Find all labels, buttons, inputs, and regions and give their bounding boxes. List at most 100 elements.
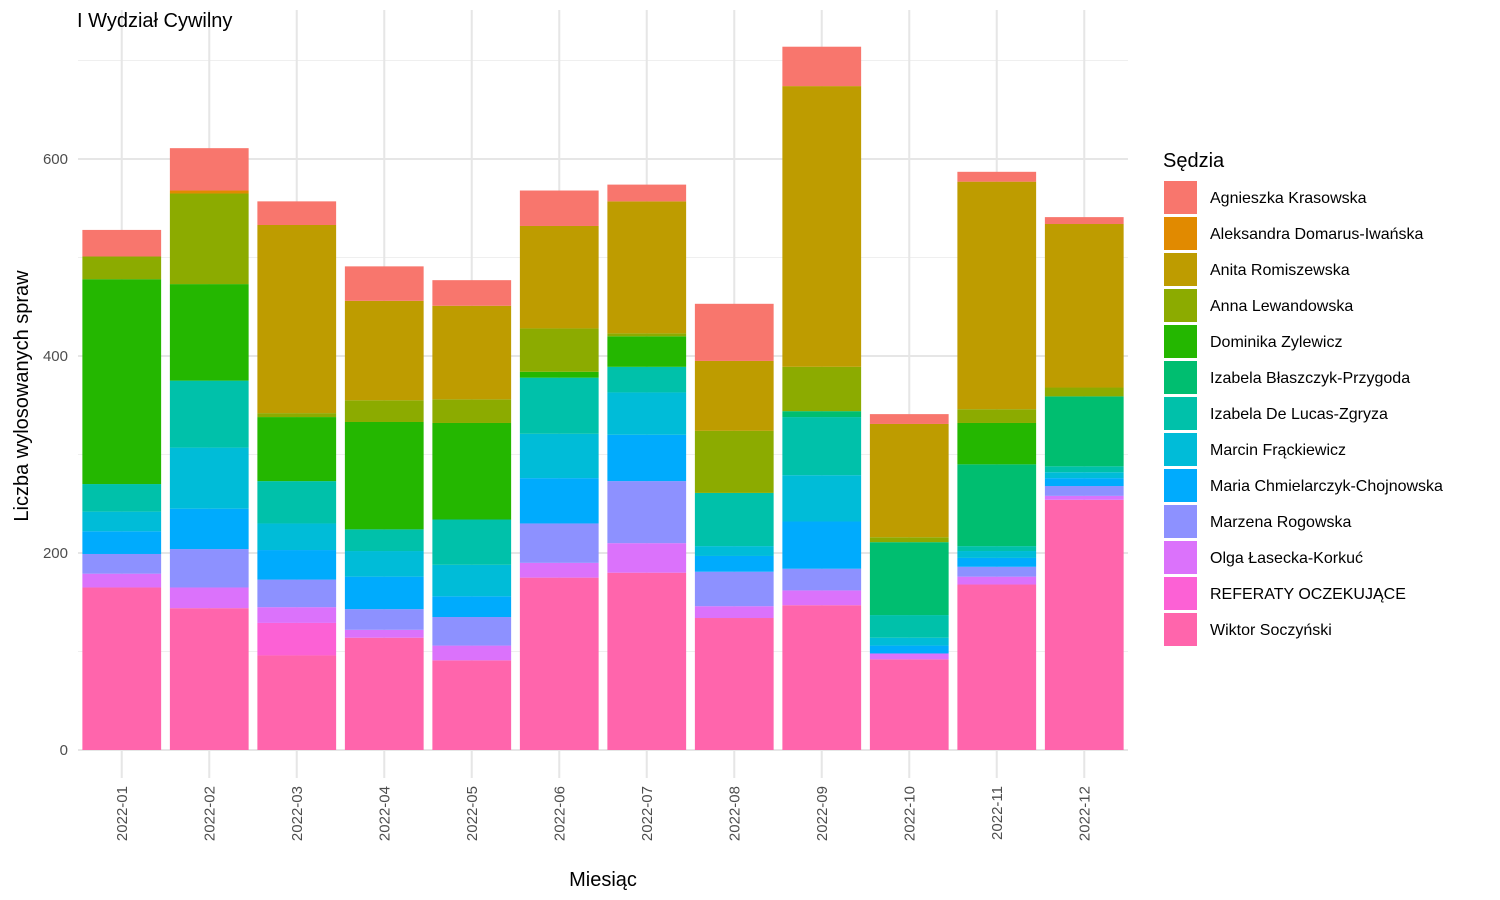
legend-label: Wiktor Soczyński (1210, 622, 1332, 639)
legend-label: Olga Łasecka-Korkuć (1210, 550, 1363, 567)
legend-label: Izabela Błaszczyk-Przygoda (1210, 370, 1410, 387)
bar-segment (957, 584, 1037, 750)
bar-segment (257, 523, 337, 551)
bar-segment (257, 622, 337, 656)
bar-segment (169, 508, 249, 550)
bar-segment (432, 564, 512, 597)
legend-swatch (1164, 541, 1197, 574)
bar-segment (82, 279, 162, 485)
legend-label: Agnieszka Krasowska (1210, 190, 1367, 207)
bar-segment (1044, 387, 1124, 397)
bar-segment (344, 576, 424, 610)
legend-swatch (1164, 505, 1197, 538)
legend-label: Dominika Zylewicz (1210, 334, 1342, 351)
x-tick-label: 2022-11 (989, 786, 1006, 840)
legend-swatch (1164, 181, 1197, 214)
legend-swatch (1164, 217, 1197, 250)
x-tick-label: 2022-04 (376, 786, 393, 841)
bar-segment (257, 481, 337, 524)
bar-segment (344, 609, 424, 630)
x-axis-title: Miesiąc (569, 869, 637, 891)
bar-segment (432, 422, 512, 520)
bar-segment (432, 519, 512, 565)
bar-segment (519, 371, 599, 378)
x-tick-label: 2022-07 (639, 786, 656, 841)
bar-segment (169, 284, 249, 381)
bar-segment (257, 655, 337, 750)
bar-segment (169, 587, 249, 609)
bar-segment (957, 464, 1037, 547)
legend-swatch (1164, 613, 1197, 646)
legend-label: Marzena Rogowska (1210, 514, 1352, 531)
bar-segment (957, 557, 1037, 567)
bar-segment (957, 576, 1037, 585)
bar-segment (432, 617, 512, 646)
bar-segment (344, 300, 424, 401)
bar-segment (694, 303, 774, 361)
bar-segment (344, 637, 424, 750)
legend-label: Maria Chmielarczyk-Chojnowska (1210, 478, 1443, 495)
x-tick-label: 2022-02 (201, 786, 218, 841)
bar-segment (957, 409, 1037, 423)
bar-segment (957, 551, 1037, 558)
bar-segment (519, 190, 599, 226)
bar-segment (607, 434, 687, 482)
bar-segment (519, 562, 599, 578)
y-tick-label: 0 (60, 742, 68, 759)
bar-segment (957, 181, 1037, 410)
bar-segment (1044, 396, 1124, 467)
y-axis-title: Liczba wylosowanych spraw (11, 270, 33, 522)
bar-segment (1044, 499, 1124, 750)
x-tick-label: 2022-08 (726, 786, 743, 841)
bar-segment (782, 86, 862, 367)
legend-label: Anna Lewandowska (1210, 298, 1353, 315)
bar-segment (869, 414, 949, 424)
legend-swatch (1164, 289, 1197, 322)
bar-segment (1044, 472, 1124, 479)
bar-segment (869, 659, 949, 750)
bar-segment (432, 280, 512, 306)
y-tick-label: 600 (43, 151, 68, 168)
bar-segment (519, 523, 599, 563)
bar-segment (169, 549, 249, 588)
x-tick-label: 2022-06 (551, 786, 568, 841)
bar-segment (694, 571, 774, 607)
legend-swatch (1164, 397, 1197, 430)
bar-segment (607, 201, 687, 334)
bar-segment (82, 587, 162, 750)
bar-segment (82, 256, 162, 280)
bar-segment (432, 660, 512, 750)
bar-segment (782, 568, 862, 591)
bar-segment (782, 411, 862, 418)
bar-segment (519, 478, 599, 524)
x-tick-label: 2022-01 (114, 786, 131, 841)
bar-segment (257, 607, 337, 623)
bar-segment (607, 333, 687, 337)
bar-segment (432, 399, 512, 423)
legend-label: Izabela De Lucas-Zgryza (1210, 406, 1388, 423)
bar-segment (519, 433, 599, 479)
legend-swatch (1164, 433, 1197, 466)
bar-segment (82, 484, 162, 512)
bar-segment (607, 366, 687, 393)
bar-segment (169, 190, 249, 194)
bar-segment (607, 336, 687, 367)
legend-swatch (1164, 361, 1197, 394)
bar-segment (869, 645, 949, 654)
bar-segment (1044, 486, 1124, 496)
bar-segment (957, 422, 1037, 465)
bar-segment (82, 573, 162, 588)
bar-segment (869, 615, 949, 638)
bar-segment (169, 608, 249, 750)
bar-segment (607, 481, 687, 544)
bar-segment (694, 430, 774, 493)
bar-segment (82, 511, 162, 532)
bar-segment (257, 225, 337, 414)
bar-segment (782, 417, 862, 476)
bar-segment (344, 529, 424, 552)
bar-segment (432, 305, 512, 400)
bar-segment (82, 229, 162, 257)
bar-segment (782, 521, 862, 569)
bar-segment (957, 171, 1037, 182)
